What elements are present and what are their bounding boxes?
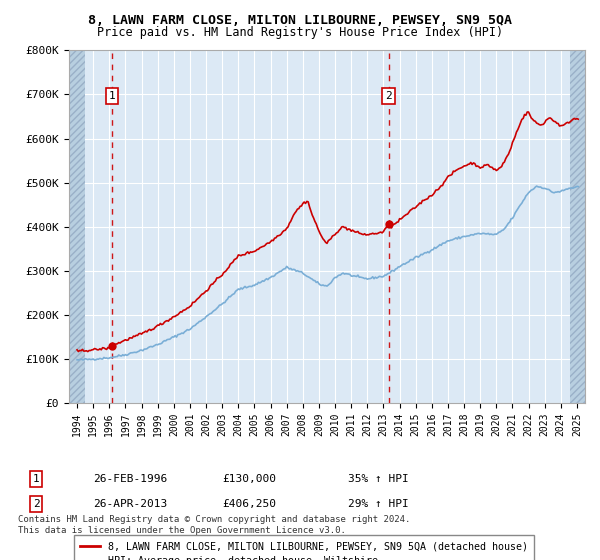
Text: 26-FEB-1996: 26-FEB-1996: [93, 474, 167, 484]
Text: 2: 2: [32, 499, 40, 509]
Text: £130,000: £130,000: [222, 474, 276, 484]
Text: £406,250: £406,250: [222, 499, 276, 509]
Text: 1: 1: [32, 474, 40, 484]
Text: 1: 1: [109, 91, 115, 101]
Text: 35% ↑ HPI: 35% ↑ HPI: [348, 474, 409, 484]
Text: Contains HM Land Registry data © Crown copyright and database right 2024.
This d: Contains HM Land Registry data © Crown c…: [18, 515, 410, 535]
Text: 26-APR-2013: 26-APR-2013: [93, 499, 167, 509]
Text: 2: 2: [385, 91, 392, 101]
Legend: 8, LAWN FARM CLOSE, MILTON LILBOURNE, PEWSEY, SN9 5QA (detached house), HPI: Ave: 8, LAWN FARM CLOSE, MILTON LILBOURNE, PE…: [74, 535, 534, 560]
Text: 29% ↑ HPI: 29% ↑ HPI: [348, 499, 409, 509]
Bar: [69, 50, 85, 403]
Text: Price paid vs. HM Land Registry's House Price Index (HPI): Price paid vs. HM Land Registry's House …: [97, 26, 503, 39]
Text: 8, LAWN FARM CLOSE, MILTON LILBOURNE, PEWSEY, SN9 5QA: 8, LAWN FARM CLOSE, MILTON LILBOURNE, PE…: [88, 14, 512, 27]
Bar: [571, 50, 585, 403]
